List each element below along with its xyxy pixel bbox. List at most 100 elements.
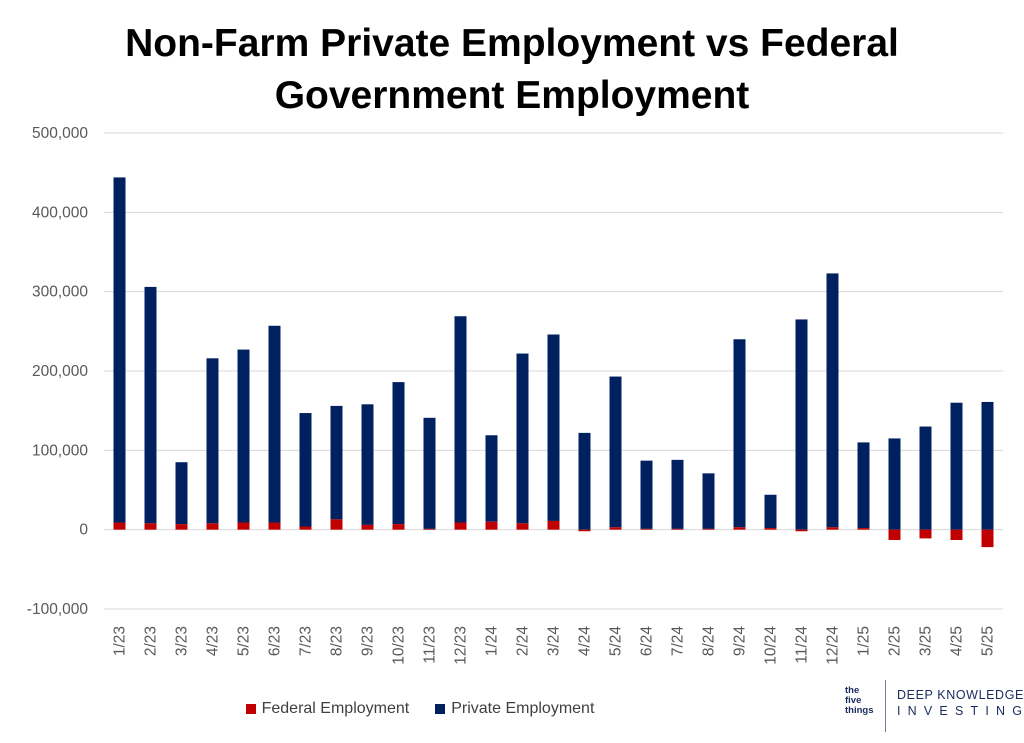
bar-private [392,382,405,525]
x-tick-label: 2/23 [143,626,160,656]
bar-federal [764,528,777,530]
bar-private [516,353,529,524]
tft-logo-line: the [845,685,860,696]
x-tick-label: 1/23 [112,626,129,656]
bar-federal [981,529,994,548]
chart-title-line2: Government Employment [274,74,750,117]
bar-private [206,358,219,524]
bar-private [578,432,591,530]
bar-federal [144,523,157,530]
bar-federal [826,527,839,530]
bar-private [361,404,374,525]
bar-private [237,349,250,523]
legend-label-federal: Federal Employment [261,700,410,717]
x-tick-label: 4/25 [949,626,966,656]
y-tick-label: 300,000 [32,284,88,301]
bar-private [795,319,808,530]
legend-item-private[interactable]: Private Employment [435,700,594,718]
x-tick-label: 10/24 [763,626,780,665]
x-tick-label: 5/25 [980,626,997,656]
x-tick-label: 3/24 [546,626,563,657]
x-tick-label: 9/24 [732,626,749,657]
bar-federal [702,528,715,530]
tft-logo-line: five [845,695,862,706]
bar-private [826,273,839,528]
chart-title: Non-Farm Private Employment vs Federal G… [0,18,1024,122]
bar-federal [237,522,250,530]
y-tick-label: -100,000 [27,601,89,618]
bar-federal [578,529,591,532]
x-tick-label: 4/23 [205,626,222,656]
bar-private [733,339,746,528]
bar-private [423,417,436,529]
bar-federal [857,528,870,530]
bar-federal [950,529,963,540]
bar-federal [206,523,219,530]
bar-federal [485,521,498,530]
bar-federal [919,529,932,539]
x-tick-label: 8/23 [329,626,346,656]
x-tick-label: 6/23 [267,626,284,656]
x-tick-label: 1/25 [856,626,873,656]
bar-federal [392,524,405,530]
bar-private [609,376,622,528]
bar-private [888,438,901,530]
tft-logo-line: things [845,705,874,716]
x-tick-label: 11/24 [794,626,811,664]
x-tick-label: 7/24 [670,626,687,657]
bar-private [144,286,157,524]
x-tick-label: 5/24 [608,626,625,657]
bar-federal [268,522,281,530]
bar-federal [361,524,374,530]
x-tick-label: 12/24 [825,626,842,665]
y-tick-label: 100,000 [32,442,88,459]
y-tick-label: 400,000 [32,204,88,221]
bar-federal [454,522,467,530]
bar-private [454,316,467,523]
bar-federal [516,523,529,530]
y-tick-label: 500,000 [32,125,88,142]
bar-private [919,426,932,530]
bar-private [330,405,343,520]
x-tick-label: 12/23 [453,626,470,665]
bar-federal [330,519,343,530]
x-tick-label: 8/24 [701,626,718,657]
x-tick-label: 2/24 [515,626,532,657]
bar-private [981,401,994,530]
y-tick-label: 200,000 [32,363,88,380]
legend-label-private: Private Employment [451,700,595,717]
x-tick-label: 3/23 [174,626,191,656]
x-tick-label: 6/24 [639,626,656,657]
bar-federal [299,526,312,530]
legend: Federal Employment Private Employment [0,700,840,718]
bar-private [857,442,870,529]
bar-federal [423,528,436,530]
bar-federal [671,528,684,530]
legend-item-federal[interactable]: Federal Employment [245,700,410,718]
x-tick-label: 9/23 [360,626,377,656]
bar-private [299,413,312,527]
bar-federal [795,529,808,532]
bar-private [764,494,777,529]
bar-private [702,473,715,529]
bar-federal [609,527,622,530]
logo-area: the five things DEEP KNOWLEDGE INVESTING [845,680,1023,735]
x-tick-label: 3/25 [918,626,935,656]
y-tick-label: 0 [79,522,88,539]
bar-federal [175,524,188,530]
x-tick-label: 5/23 [236,626,253,656]
the-five-things-logo: the five things [845,686,877,726]
bar-private [175,462,188,525]
bar-private [671,459,684,529]
bar-private [113,177,126,523]
x-tick-label: 2/25 [887,626,904,656]
x-tick-label: 1/24 [484,626,501,657]
bar-private [640,460,653,529]
bar-federal [640,528,653,530]
legend-swatch-private [435,704,446,714]
bar-private [547,334,560,521]
logo-divider [885,680,886,732]
bar-federal [547,520,560,530]
legend-swatch-federal [245,704,256,714]
